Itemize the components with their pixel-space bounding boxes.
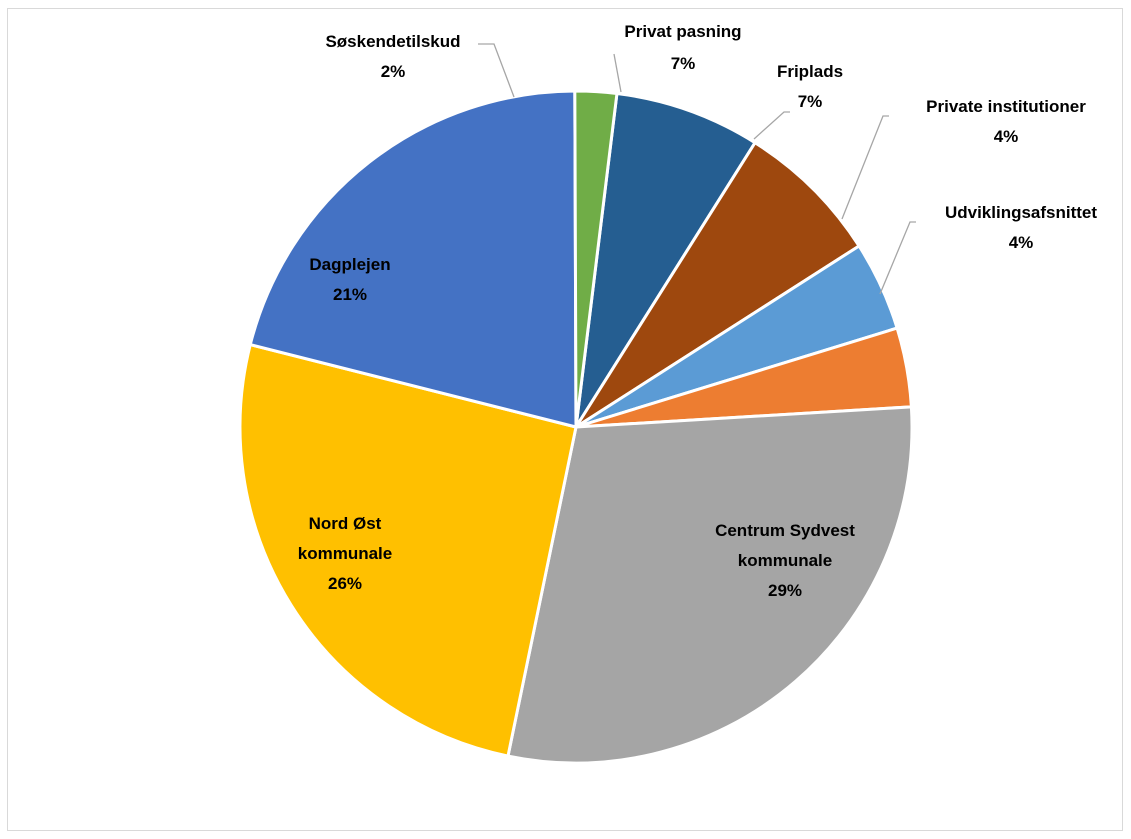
leader-line-privat-pasning: [613, 53, 622, 93]
data-label-soskendetilskud: Søskendetilskud 2%: [325, 32, 460, 81]
pie-slice-privat-pasning: [574, 92, 757, 429]
pie-slice-nord-ost-kommunale: [238, 343, 578, 758]
data-label-private-institutioner: Private institutioner 4%: [926, 97, 1086, 146]
pie-slice-centrum-sydvest-kommunale: [506, 405, 914, 765]
pie-slice-dagplejen: [248, 89, 578, 429]
data-label-dagplejen: Dagplejen 21%: [309, 255, 390, 304]
leader-line-friplads: [753, 111, 790, 140]
pie-slice-soskendetilskud: [573, 89, 619, 429]
leader-line-private-institutioner: [841, 115, 889, 220]
leader-line-udviklingsafsnittet: [879, 221, 916, 295]
pie-slice-friplads: [574, 141, 861, 429]
data-label-friplads: Friplads 7%: [777, 62, 843, 111]
leader-line-soskendetilskud: [478, 43, 515, 98]
data-label-udviklingsafsnittet: Udviklingsafsnittet 4%: [945, 203, 1097, 252]
data-label-privat-pasning: Privat pasning 7%: [624, 22, 741, 73]
data-label-centrum-sydvest-kommunale: Centrum Sydvest kommunale 29%: [715, 521, 855, 600]
data-label-nord-ost-kommunale: Nord Øst kommunale 26%: [298, 514, 392, 593]
